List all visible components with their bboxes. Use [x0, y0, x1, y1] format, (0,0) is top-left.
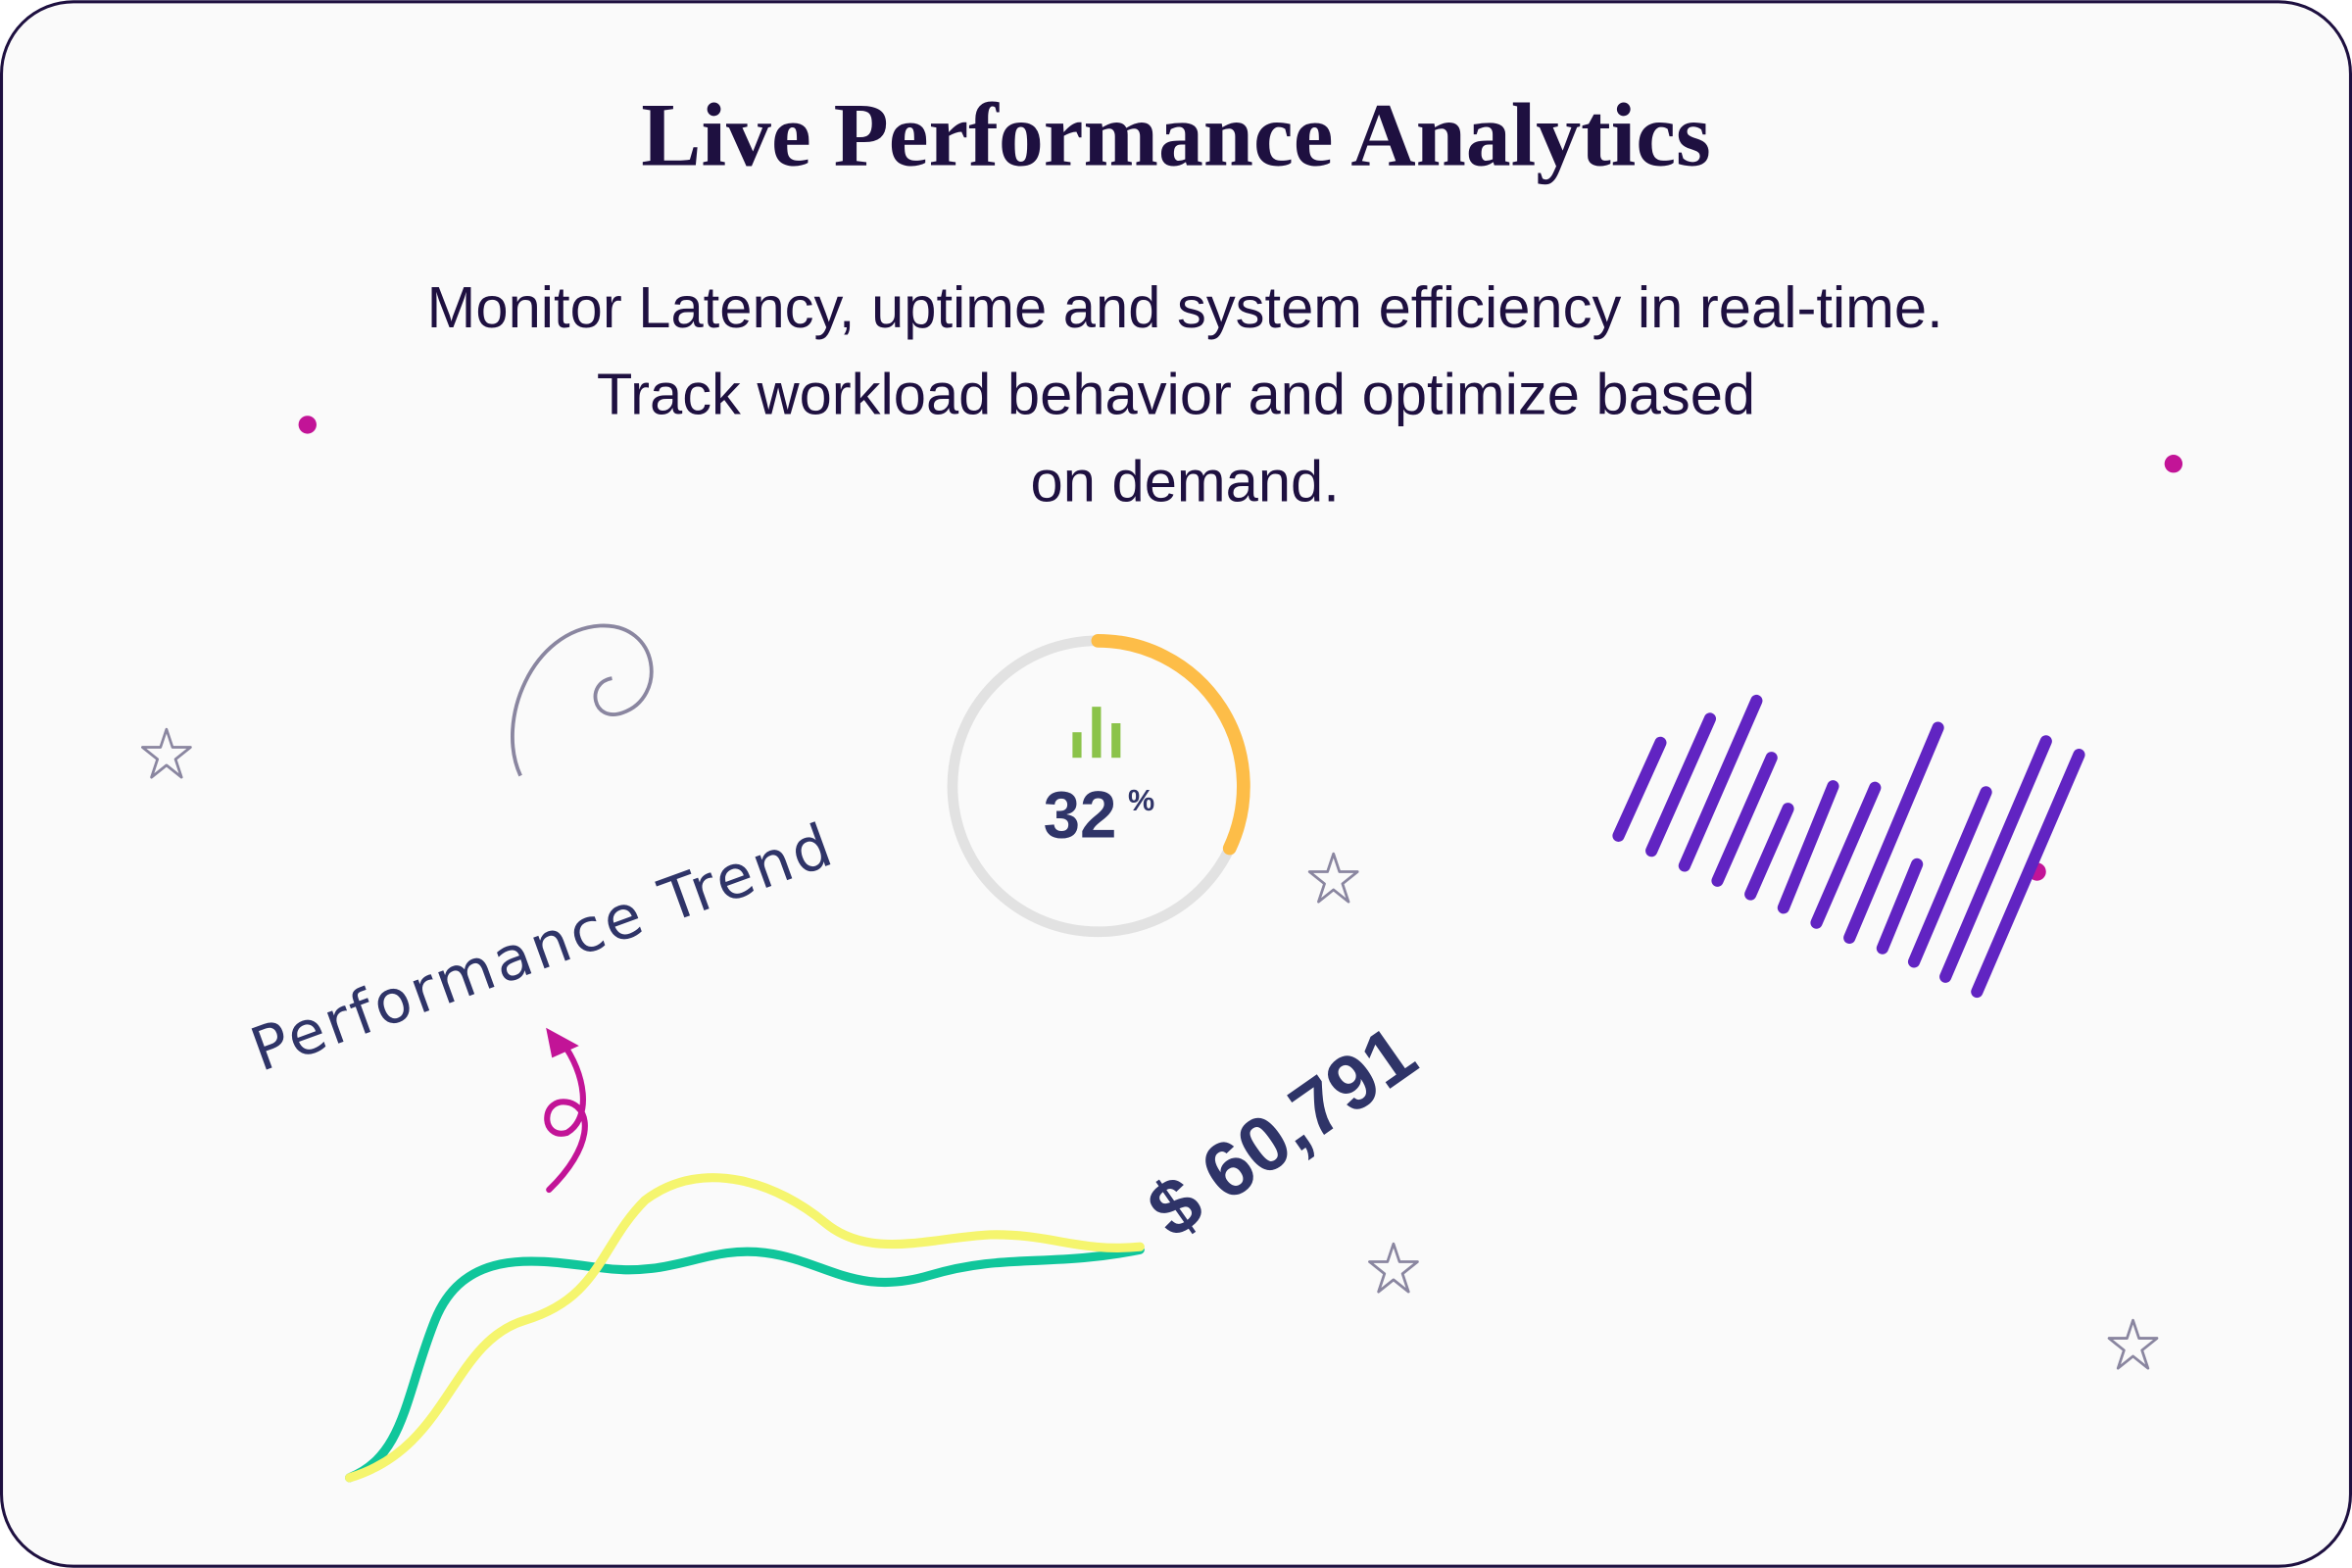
- stripes: [1612, 694, 2085, 999]
- star: [2107, 1318, 2159, 1370]
- subtitle-line: Track workload behavior and optimize bas…: [597, 362, 1755, 427]
- star: [1368, 1242, 1419, 1294]
- stripe: [1711, 752, 1778, 887]
- arrow: [544, 1027, 588, 1194]
- subtitle-line: on demand.: [1031, 448, 1340, 514]
- gauge-unit: %: [1128, 784, 1154, 817]
- stripe: [1612, 736, 1667, 842]
- icon-bar: [1111, 723, 1121, 759]
- stripe: [1744, 803, 1794, 901]
- stripe: [1810, 781, 1882, 929]
- subtitle-line: Monitor Latency, uptime and system effic…: [427, 274, 1943, 340]
- icon-bar: [1092, 707, 1102, 759]
- gauge-value: 32: [1044, 778, 1117, 852]
- stripe: [1971, 749, 2085, 999]
- dot: [298, 416, 317, 434]
- stars: [141, 727, 2159, 1370]
- wave-teal: [345, 1245, 1145, 1483]
- stripe: [1678, 694, 1763, 872]
- stripe: [1907, 786, 1992, 968]
- stripe: [1876, 858, 1924, 955]
- bar-icon: [1072, 707, 1121, 759]
- wave-yellow: [345, 1173, 1145, 1483]
- stripe: [1843, 721, 1944, 945]
- stripe: [1939, 735, 2052, 983]
- title: Live Performance Analytics: [641, 85, 1710, 185]
- star: [141, 727, 192, 779]
- icon-bar: [1072, 732, 1082, 759]
- spiral: [511, 623, 654, 777]
- dot: [2164, 455, 2183, 473]
- stripe: [1645, 712, 1717, 858]
- gauge-arc: [1091, 633, 1250, 856]
- stripe: [1777, 780, 1839, 914]
- star: [1307, 852, 1359, 904]
